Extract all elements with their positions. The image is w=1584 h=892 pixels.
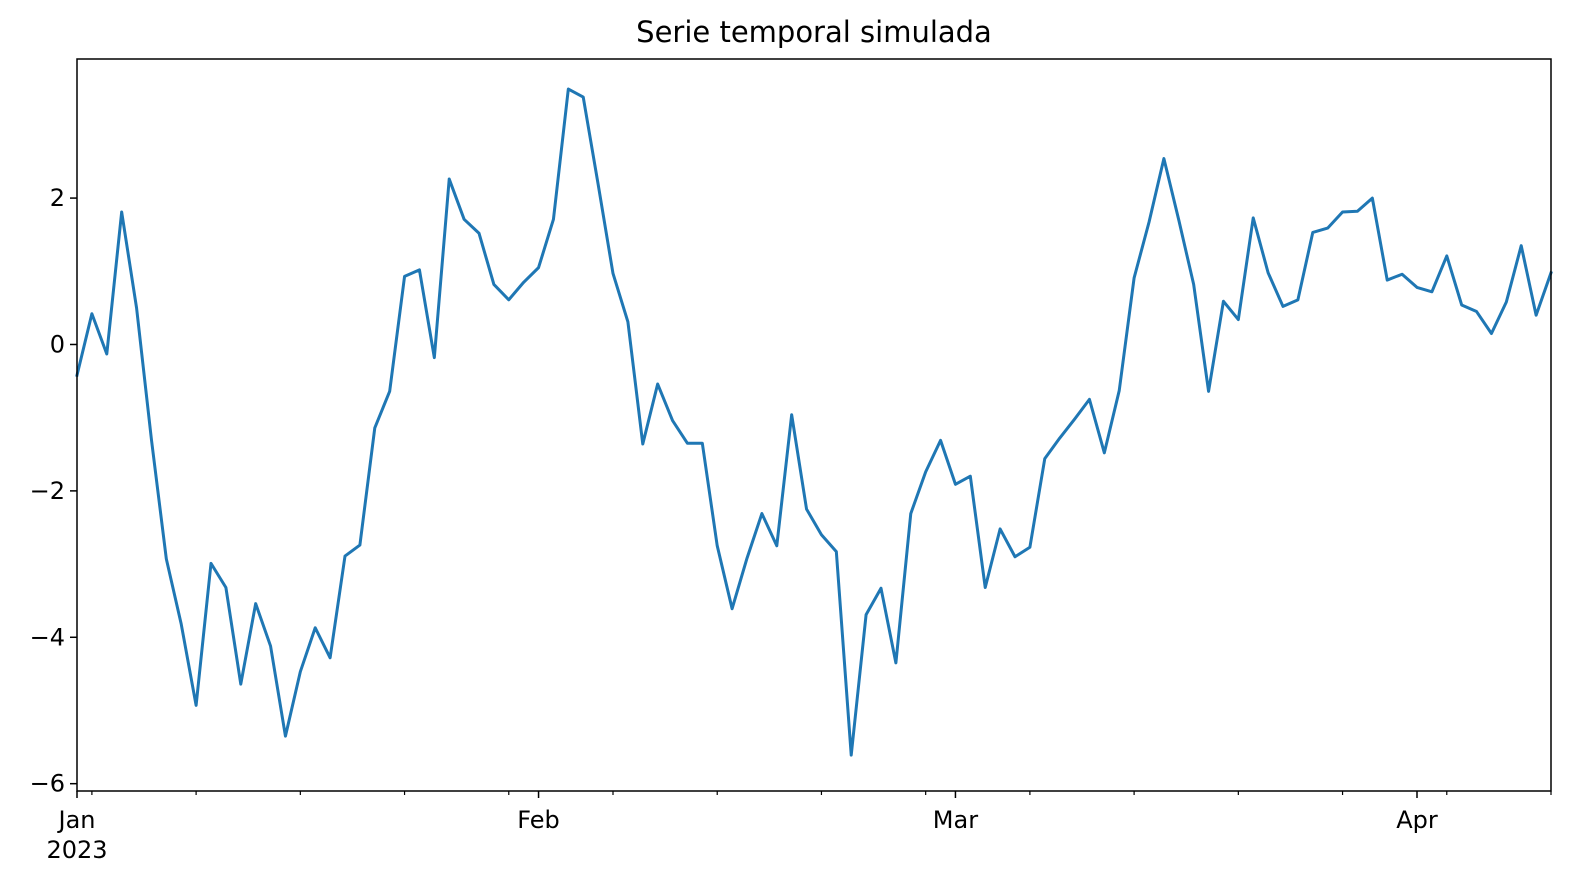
y-tick-label: −2 [30, 477, 65, 505]
y-tick-label: −4 [30, 623, 65, 651]
x-tick-label: Apr [1396, 806, 1438, 834]
chart-title: Serie temporal simulada [636, 15, 992, 49]
x-tick-label: Feb [517, 806, 560, 834]
y-axis: 2 0 −2 −4 −6 [30, 184, 77, 798]
x-tick-sublabel: 2023 [46, 836, 107, 864]
y-tick-label: −6 [30, 770, 65, 798]
plot-frame [76, 58, 1552, 792]
plot-area [75, 87, 1553, 757]
x-tick-label: Mar [933, 806, 978, 834]
series-line-0 [75, 87, 1553, 757]
y-tick-label: 2 [50, 184, 65, 212]
x-tick-label: Jan [57, 806, 96, 834]
y-tick-label: 0 [50, 330, 65, 358]
